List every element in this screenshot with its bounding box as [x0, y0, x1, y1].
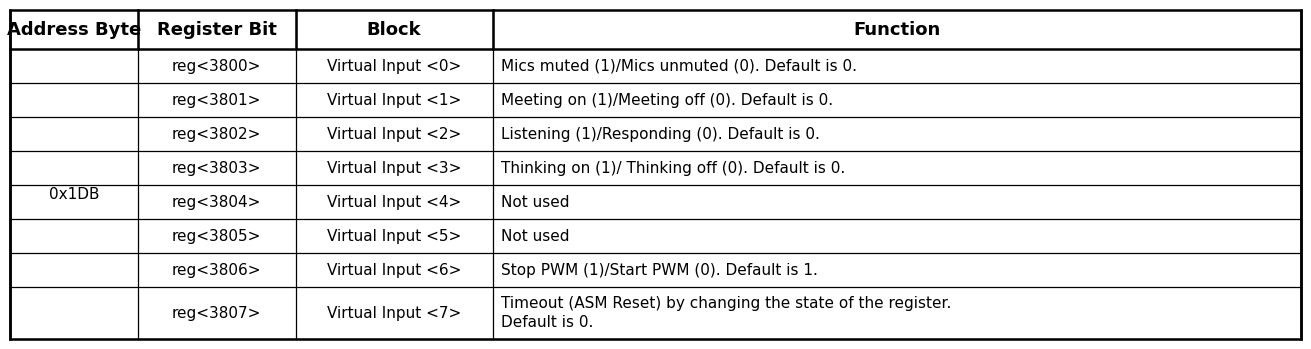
Text: Virtual Input <6>: Virtual Input <6> — [326, 263, 461, 278]
Text: Virtual Input <7>: Virtual Input <7> — [326, 306, 461, 321]
Text: Block: Block — [367, 21, 421, 39]
Text: reg<3803>: reg<3803> — [172, 161, 262, 176]
Text: Register Bit: Register Bit — [157, 21, 277, 39]
Text: Stop PWM (1)/Start PWM (0). Default is 1.: Stop PWM (1)/Start PWM (0). Default is 1… — [501, 263, 817, 278]
Text: reg<3806>: reg<3806> — [172, 263, 262, 278]
Text: Virtual Input <1>: Virtual Input <1> — [326, 93, 461, 108]
Text: Virtual Input <4>: Virtual Input <4> — [326, 195, 461, 210]
Text: reg<3807>: reg<3807> — [172, 306, 261, 321]
Text: Address Byte: Address Byte — [7, 21, 142, 39]
Text: reg<3800>: reg<3800> — [172, 59, 261, 74]
Text: Meeting on (1)/Meeting off (0). Default is 0.: Meeting on (1)/Meeting off (0). Default … — [501, 93, 832, 108]
Text: Function: Function — [853, 21, 940, 39]
Text: Listening (1)/Responding (0). Default is 0.: Listening (1)/Responding (0). Default is… — [501, 127, 819, 142]
Text: Mics muted (1)/Mics unmuted (0). Default is 0.: Mics muted (1)/Mics unmuted (0). Default… — [501, 59, 856, 74]
Text: Timeout (ASM Reset) by changing the state of the register.
Default is 0.: Timeout (ASM Reset) by changing the stat… — [501, 296, 950, 330]
Text: reg<3805>: reg<3805> — [172, 229, 261, 244]
Text: Virtual Input <3>: Virtual Input <3> — [326, 161, 461, 176]
Text: reg<3801>: reg<3801> — [172, 93, 261, 108]
Text: Not used: Not used — [501, 229, 569, 244]
Text: Virtual Input <0>: Virtual Input <0> — [326, 59, 461, 74]
Text: Thinking on (1)/ Thinking off (0). Default is 0.: Thinking on (1)/ Thinking off (0). Defau… — [501, 161, 844, 176]
Text: reg<3804>: reg<3804> — [172, 195, 261, 210]
Text: Not used: Not used — [501, 195, 569, 210]
Text: reg<3802>: reg<3802> — [172, 127, 261, 142]
Text: 0x1DB: 0x1DB — [49, 187, 100, 202]
Text: Virtual Input <5>: Virtual Input <5> — [326, 229, 461, 244]
Text: Virtual Input <2>: Virtual Input <2> — [326, 127, 461, 142]
